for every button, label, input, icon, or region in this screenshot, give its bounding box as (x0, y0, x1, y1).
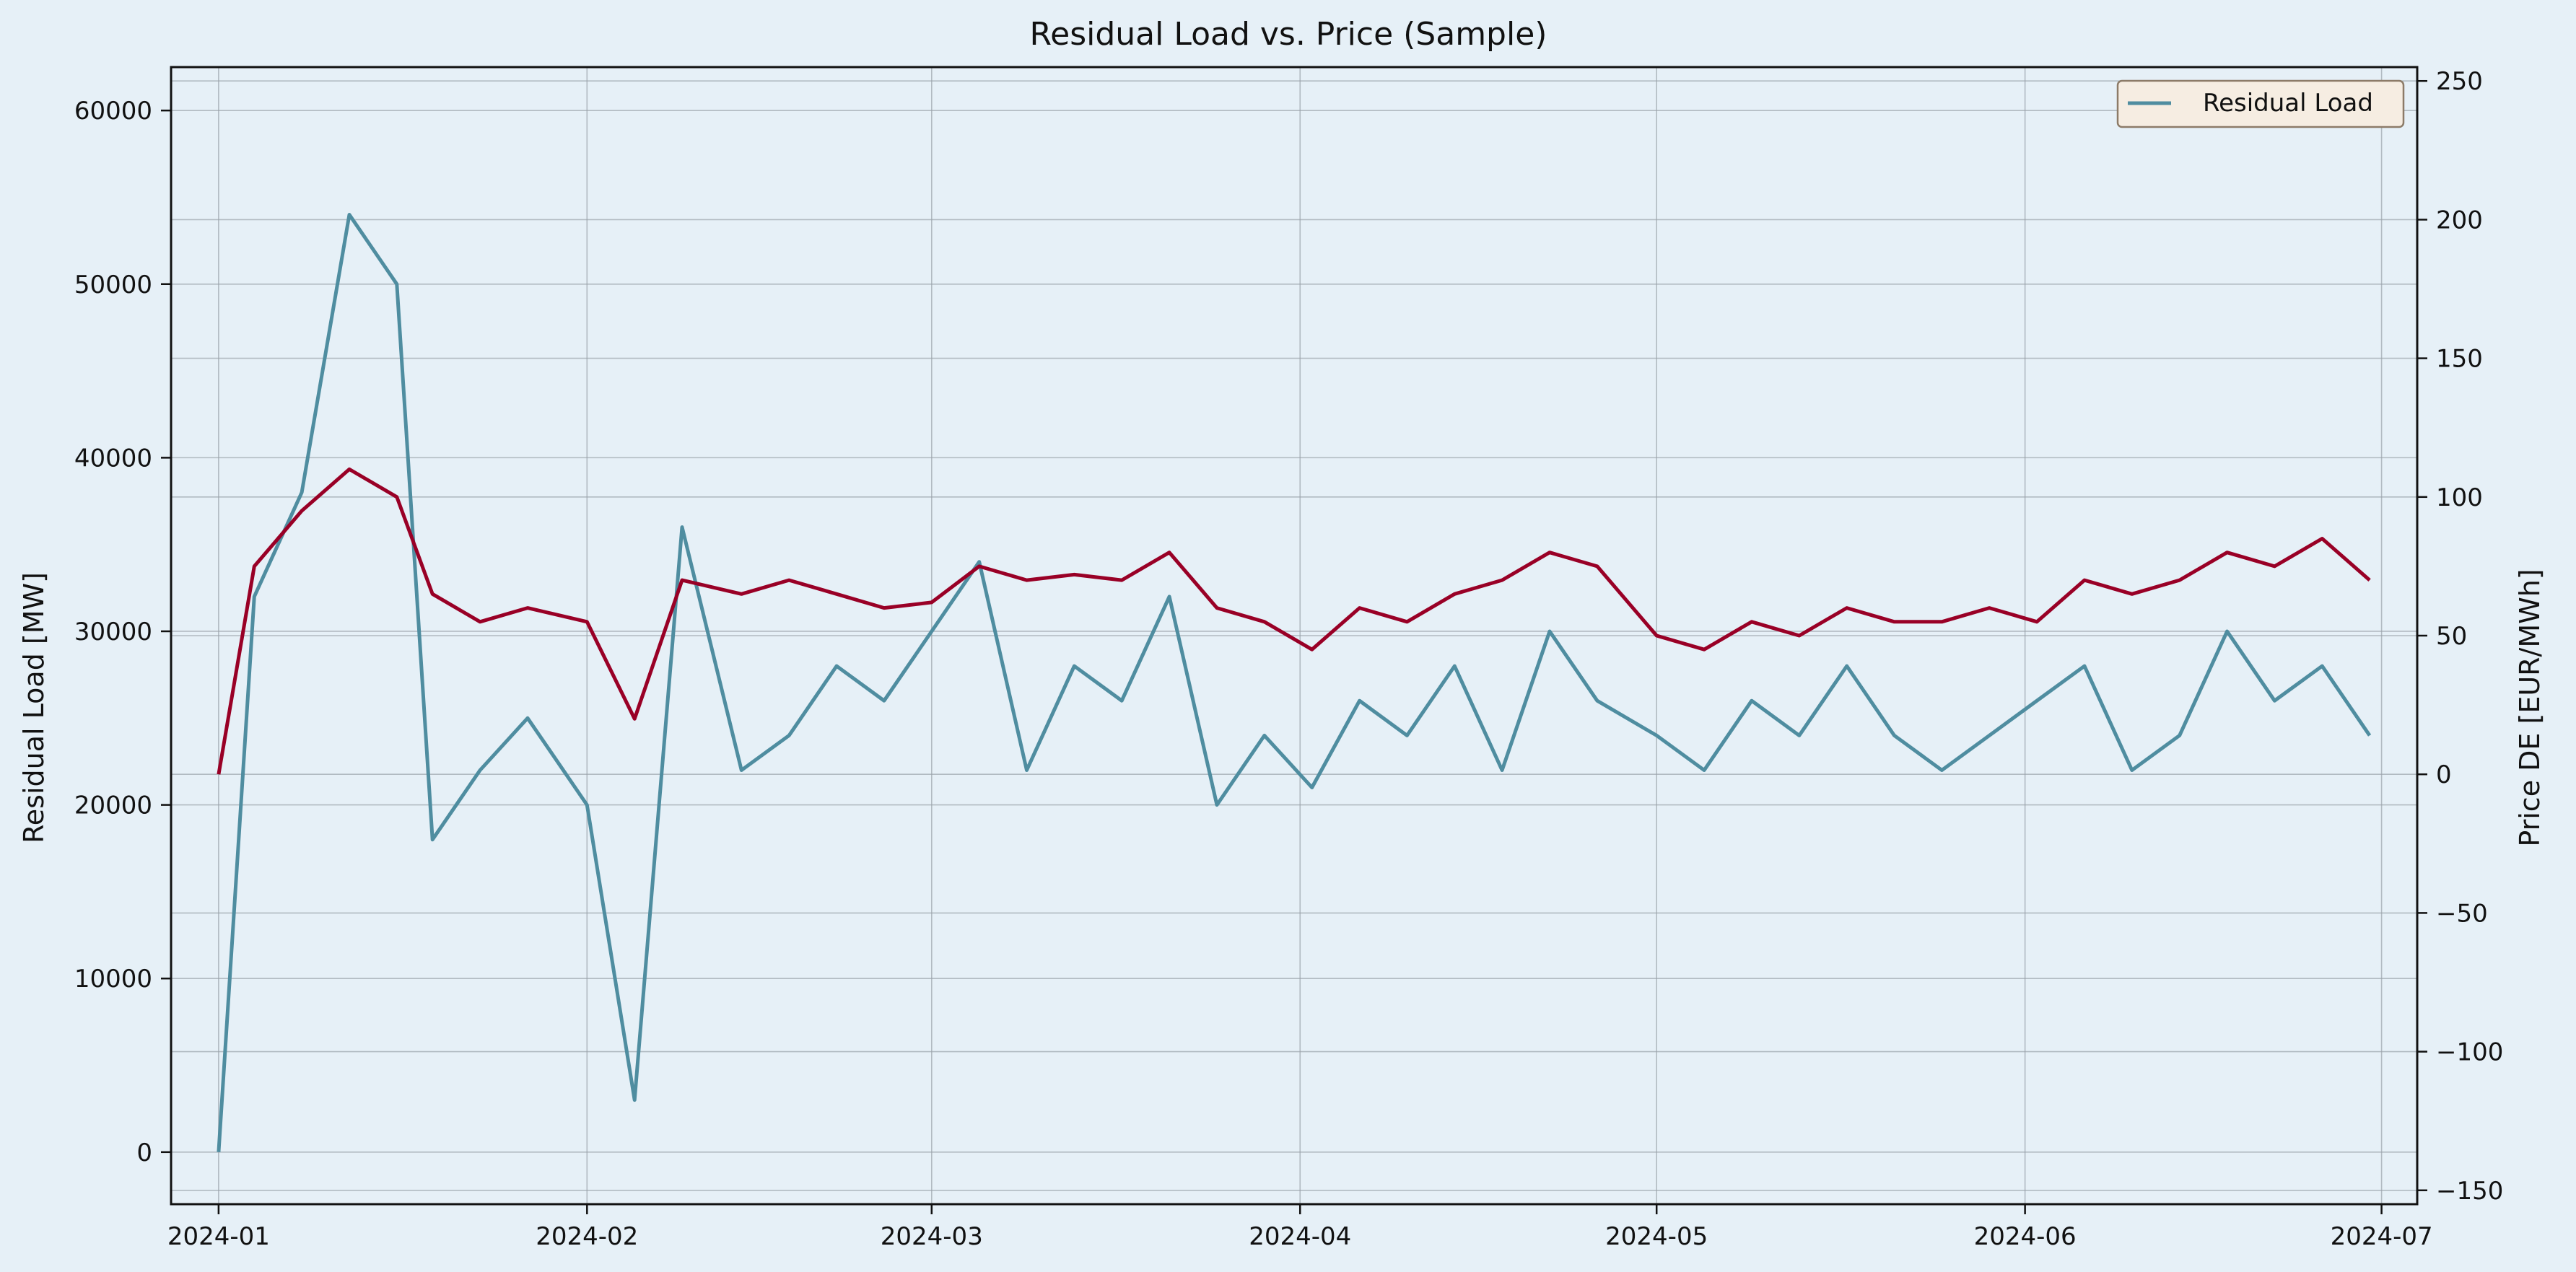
y-right-tick-label-2: −50 (2436, 899, 2488, 928)
y-right-tick-label-1: −100 (2436, 1038, 2503, 1067)
series-line-residual-load (217, 213, 2372, 1152)
axis-ticks: 2024-01 2024-02 2024-03 2024-04 2024-05 2024-… (74, 67, 2504, 1251)
y-right-tick-label-5: 100 (2436, 483, 2483, 512)
series-lines (217, 213, 2372, 1152)
y-right-tick-label-6: 150 (2436, 345, 2483, 374)
x-tick-label-4: 2024-05 (1605, 1222, 1708, 1251)
y-left-tick-label-0: 0 (136, 1139, 152, 1167)
y-left-tick-label-3: 30000 (74, 618, 152, 646)
y-axis-label-left: Residual Load [MW] (18, 572, 50, 843)
y-left-tick-label-5: 50000 (74, 271, 152, 299)
y-right-tick-label-4: 50 (2436, 622, 2467, 651)
grid-lines (171, 67, 2417, 1204)
y-axis-label-right: Price DE [EUR/MWh] (2514, 569, 2546, 846)
legend-label-residual-load: Residual Load (2203, 89, 2373, 118)
x-tick-label-2: 2024-03 (881, 1222, 983, 1251)
y-right-tick-label-0: −150 (2436, 1177, 2503, 1206)
y-left-tick-label-1: 10000 (74, 965, 152, 994)
x-tick-label-5: 2024-06 (1974, 1222, 2077, 1251)
y-left-tick-label-6: 60000 (74, 97, 152, 126)
series-line-price-de (217, 467, 2371, 775)
y-left-tick-label-4: 40000 (74, 444, 152, 473)
legend: Residual Load (2116, 79, 2405, 128)
y-right-tick-label-8: 250 (2436, 67, 2483, 96)
x-tick-label-6: 2024-07 (2331, 1222, 2433, 1251)
chart-title: Residual Load vs. Price (Sample) (1030, 16, 1547, 53)
legend-box (2116, 79, 2405, 128)
x-tick-label-1: 2024-02 (536, 1222, 638, 1251)
y-left-tick-label-2: 20000 (74, 791, 152, 820)
y-right-tick-label-7: 200 (2436, 206, 2483, 234)
x-tick-label-3: 2024-04 (1249, 1222, 1351, 1251)
y-right-tick-label-3: 0 (2436, 760, 2452, 789)
x-tick-label-0: 2024-01 (167, 1222, 270, 1251)
